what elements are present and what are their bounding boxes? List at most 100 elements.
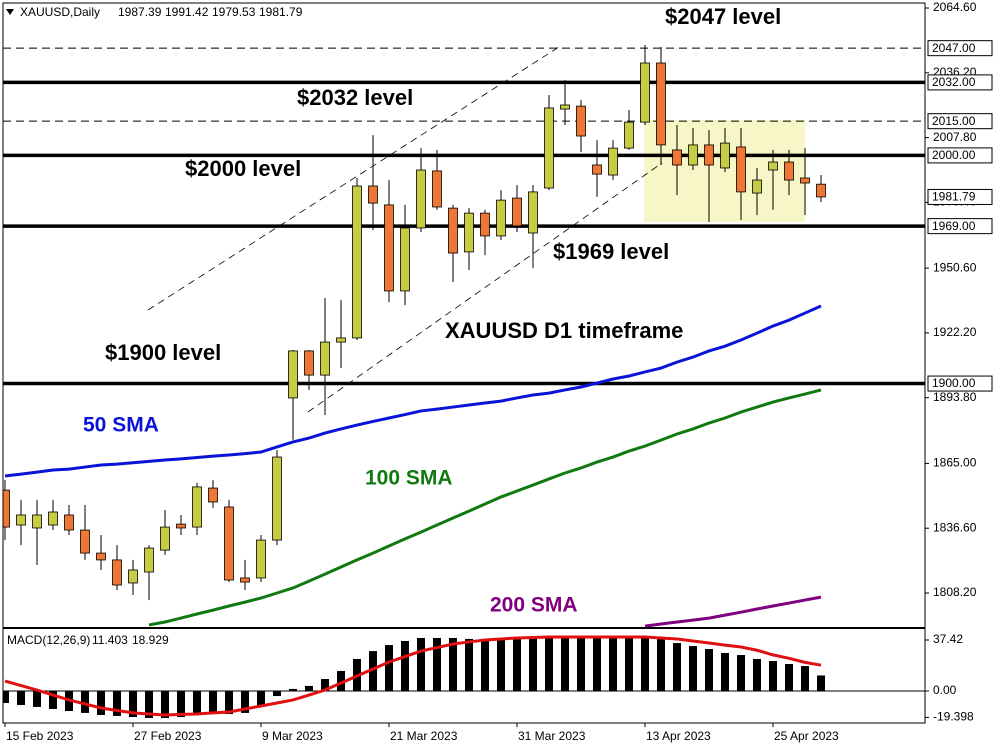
macd-bar bbox=[513, 637, 521, 691]
macd-bar bbox=[417, 637, 425, 691]
macd-bar bbox=[641, 637, 649, 691]
y-tick-label: 1893.80 bbox=[933, 390, 977, 404]
candle-body bbox=[192, 486, 202, 528]
axes bbox=[2, 2, 926, 724]
sma-line bbox=[148, 388, 822, 627]
y-tick-label: 1865.00 bbox=[933, 456, 977, 470]
macd-bar bbox=[161, 690, 169, 718]
x-tick-label: 31 Mar 2023 bbox=[518, 729, 586, 743]
candle-body bbox=[304, 350, 314, 376]
candle-body bbox=[240, 577, 250, 583]
candle-body bbox=[416, 169, 426, 229]
candle-body bbox=[3, 489, 10, 528]
candle-body bbox=[256, 539, 266, 579]
y-tick-label: 37.42 bbox=[933, 632, 963, 646]
candles bbox=[3, 44, 826, 601]
sma-label: 50 SMA bbox=[83, 414, 159, 437]
candle-body bbox=[432, 170, 442, 208]
y-tick-label: 2064.60 bbox=[933, 0, 977, 14]
candle-body bbox=[80, 529, 90, 554]
macd-title: MACD(12,26,9) bbox=[7, 633, 90, 647]
candle-body bbox=[144, 547, 154, 573]
candle-body bbox=[752, 179, 762, 194]
candle-body bbox=[528, 191, 538, 234]
macd-bar bbox=[177, 690, 185, 718]
macd-value: 11.403 bbox=[92, 633, 128, 647]
candle-body bbox=[352, 185, 362, 339]
candle-body bbox=[592, 164, 602, 175]
y-tick-label: 1808.20 bbox=[933, 585, 977, 599]
macd-bar bbox=[241, 690, 249, 713]
macd-bar bbox=[673, 643, 681, 691]
level-price-box bbox=[927, 147, 993, 164]
macd-bar bbox=[449, 637, 457, 691]
ohlc-label: 1987.39 bbox=[118, 5, 162, 19]
macd-bar bbox=[817, 675, 825, 691]
candle-body bbox=[512, 197, 522, 227]
macd-bar bbox=[609, 637, 617, 691]
y-tick-label: 1922.20 bbox=[933, 325, 977, 339]
frame bbox=[2, 2, 926, 724]
candle-body bbox=[688, 144, 698, 166]
annotation: $2047 level bbox=[665, 4, 781, 29]
sma-lines bbox=[4, 304, 822, 627]
y-tick-label: -19.398 bbox=[933, 710, 974, 724]
macd-bar bbox=[225, 690, 233, 715]
y-tick-label: 0.00 bbox=[933, 683, 957, 697]
x-tick-label: 13 Apr 2023 bbox=[646, 729, 711, 743]
candle-body bbox=[816, 183, 826, 198]
macd-bar bbox=[465, 638, 473, 691]
macd-bar bbox=[481, 638, 489, 691]
level-price-label: 1969.00 bbox=[932, 219, 976, 233]
candle-body bbox=[640, 62, 650, 123]
candle-body bbox=[768, 161, 778, 171]
candle-body bbox=[176, 523, 186, 529]
sma-label: 200 SMA bbox=[490, 594, 578, 617]
sma-line bbox=[644, 595, 822, 627]
candle-body bbox=[224, 506, 234, 581]
macd-bar bbox=[337, 670, 345, 691]
macd-bar bbox=[17, 690, 25, 706]
current-price-label: 1981.79 bbox=[932, 190, 976, 204]
macd-bar bbox=[193, 690, 201, 715]
macd-bar bbox=[769, 661, 777, 691]
candle-body bbox=[400, 227, 410, 292]
macd-bar bbox=[33, 690, 41, 707]
x-tick-label: 9 Mar 2023 bbox=[262, 729, 323, 743]
channel-upper bbox=[147, 44, 563, 311]
candle-body bbox=[64, 514, 74, 531]
x-tick-label: 15 Feb 2023 bbox=[6, 729, 74, 743]
texts: 2064.602036.202007.801979.401950.601922.… bbox=[4, 0, 993, 743]
candle-body bbox=[384, 204, 394, 292]
candle-body bbox=[496, 199, 506, 237]
annotation: $2032 level bbox=[297, 85, 413, 110]
macd-bar bbox=[257, 690, 265, 706]
candle-body bbox=[576, 105, 586, 137]
macd-bar bbox=[593, 637, 601, 691]
candle-body bbox=[704, 144, 714, 166]
macd-bar bbox=[369, 651, 377, 691]
macd-pane bbox=[3, 635, 925, 718]
candle-body bbox=[800, 177, 810, 184]
candle-body bbox=[736, 146, 746, 193]
level-price-box bbox=[927, 74, 993, 91]
macd-bar bbox=[721, 652, 729, 691]
macd-bar bbox=[321, 678, 329, 691]
macd-bar bbox=[3, 690, 9, 703]
collapse-icon[interactable] bbox=[6, 9, 14, 15]
candle-body bbox=[160, 526, 170, 551]
macd-bar bbox=[81, 690, 89, 713]
macd-bar bbox=[49, 690, 57, 709]
macd-bar bbox=[113, 690, 121, 716]
candle-body bbox=[208, 487, 218, 503]
macd-bar bbox=[289, 688, 297, 691]
candle-body bbox=[368, 185, 378, 204]
candle-body bbox=[16, 514, 26, 526]
annotation: $1969 level bbox=[553, 239, 669, 264]
macd-bar bbox=[401, 640, 409, 691]
candle-body bbox=[560, 104, 570, 110]
candle-body bbox=[480, 212, 490, 237]
macd-bar bbox=[305, 685, 313, 691]
